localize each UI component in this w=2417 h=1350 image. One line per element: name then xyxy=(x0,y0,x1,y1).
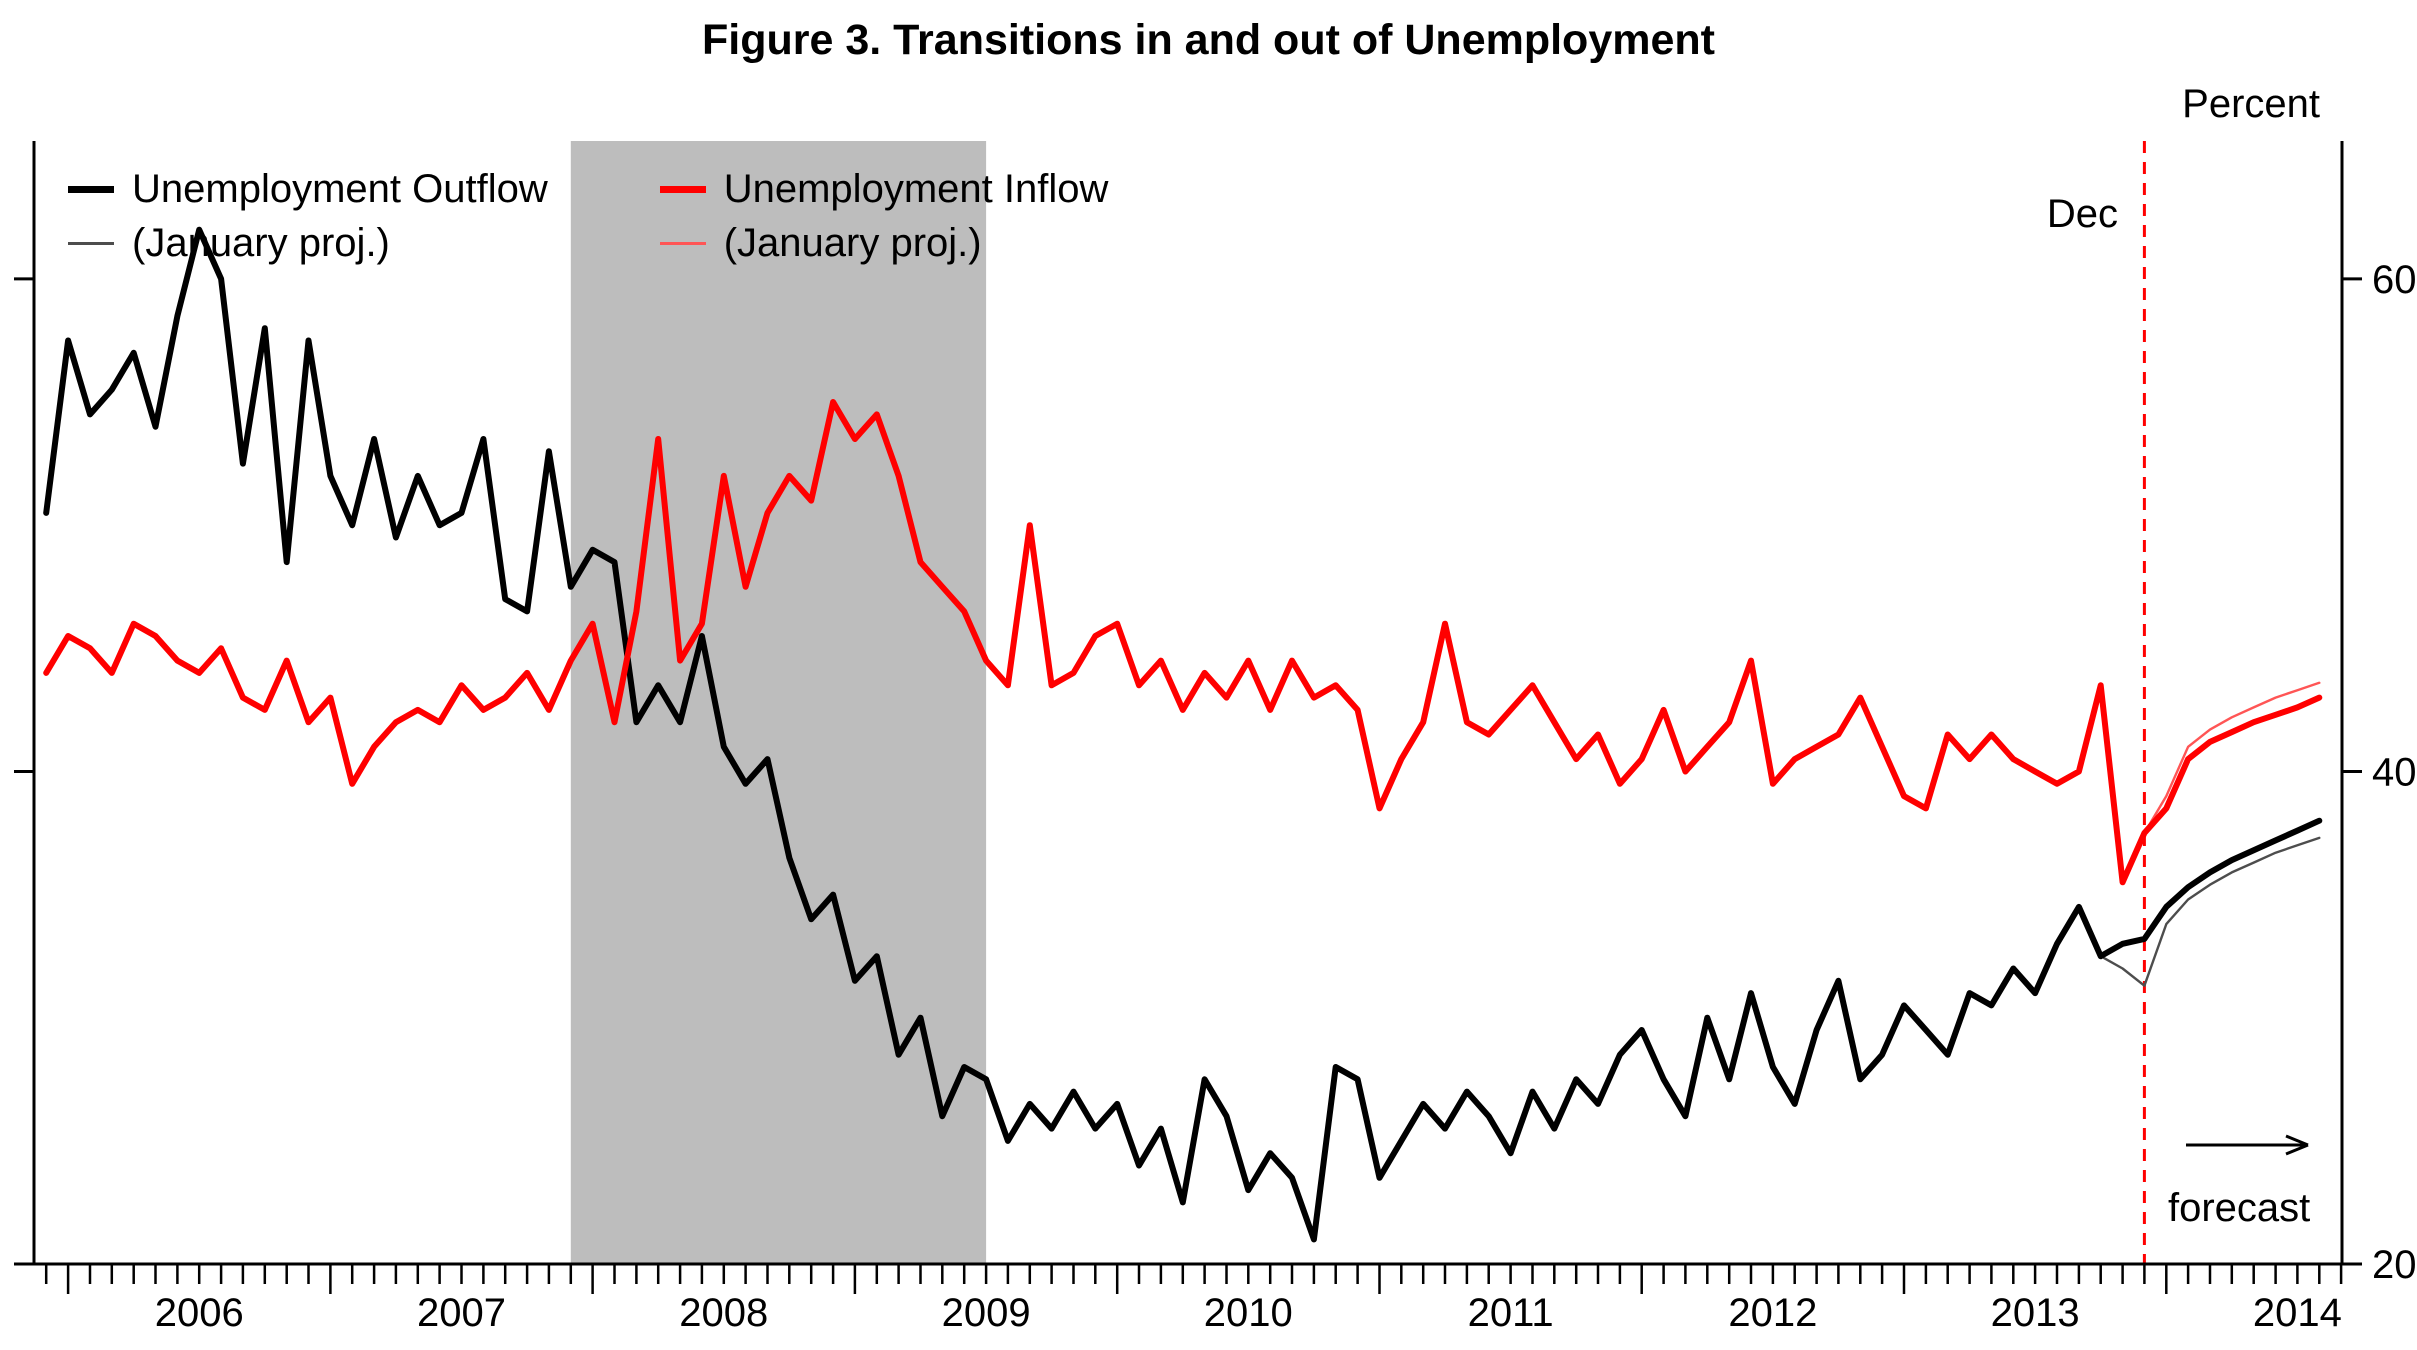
legend-column-outflow: Unemployment Outflow (January proj.) xyxy=(68,162,548,270)
x-axis-ticks xyxy=(44,1264,2343,1294)
legend-item-inflow: Unemployment Inflow xyxy=(659,162,1109,216)
outflow-line-swatch xyxy=(68,185,114,193)
svg-text:60: 60 xyxy=(2372,258,2417,302)
svg-text:2008: 2008 xyxy=(679,1291,768,1335)
svg-text:2010: 2010 xyxy=(1204,1291,1293,1335)
inflow-line-swatch xyxy=(659,185,706,193)
outflow-proj-line-swatch xyxy=(68,241,114,245)
series-inflow-proj xyxy=(2143,681,2321,835)
y-axis-ticks xyxy=(14,277,2362,1266)
svg-text:2014: 2014 xyxy=(2253,1291,2342,1335)
series-outflow xyxy=(43,226,2323,1243)
legend-item-outflow: Unemployment Outflow xyxy=(68,162,548,216)
legend: Unemployment Outflow (January proj.) Une… xyxy=(68,162,1108,270)
series-outflow-proj xyxy=(2099,836,2321,987)
x-axis-labels: 2006 2007 2008 2009 2010 2011 2012 2013 2014 xyxy=(155,1291,2342,1335)
series-inflow xyxy=(43,399,2323,886)
legend-label-inflow-proj: (January proj.) xyxy=(723,220,982,265)
inflow-proj-line-swatch xyxy=(659,241,706,245)
svg-text:2007: 2007 xyxy=(417,1291,506,1335)
forecast-arrow-icon xyxy=(2184,1128,2316,1162)
y-axis-labels: 20 40 60 xyxy=(2372,258,2417,1287)
forecast-annotation: forecast xyxy=(2168,1186,2311,1230)
legend-label-outflow: Unemployment Outflow xyxy=(132,166,548,211)
figure-title: Figure 3. Transitions in and out of Unem… xyxy=(702,16,1715,64)
legend-item-outflow-proj: (January proj.) xyxy=(68,216,548,270)
svg-text:20: 20 xyxy=(2372,1243,2417,1287)
svg-text:40: 40 xyxy=(2372,751,2417,795)
svg-text:2013: 2013 xyxy=(1991,1291,2080,1335)
legend-column-inflow: Unemployment Inflow (January proj.) xyxy=(659,162,1109,270)
legend-label-inflow: Unemployment Inflow xyxy=(723,166,1109,211)
recession-band xyxy=(570,141,987,1264)
svg-text:2006: 2006 xyxy=(155,1291,244,1335)
svg-text:2012: 2012 xyxy=(1728,1291,1817,1335)
svg-text:2011: 2011 xyxy=(1468,1291,1554,1335)
y-axis-unit-label: Percent xyxy=(2182,82,2320,126)
svg-text:2009: 2009 xyxy=(942,1291,1031,1335)
dec-annotation: Dec xyxy=(2046,192,2118,236)
legend-item-inflow-proj: (January proj.) xyxy=(659,216,1109,270)
legend-label-outflow-proj: (January proj.) xyxy=(132,220,390,265)
